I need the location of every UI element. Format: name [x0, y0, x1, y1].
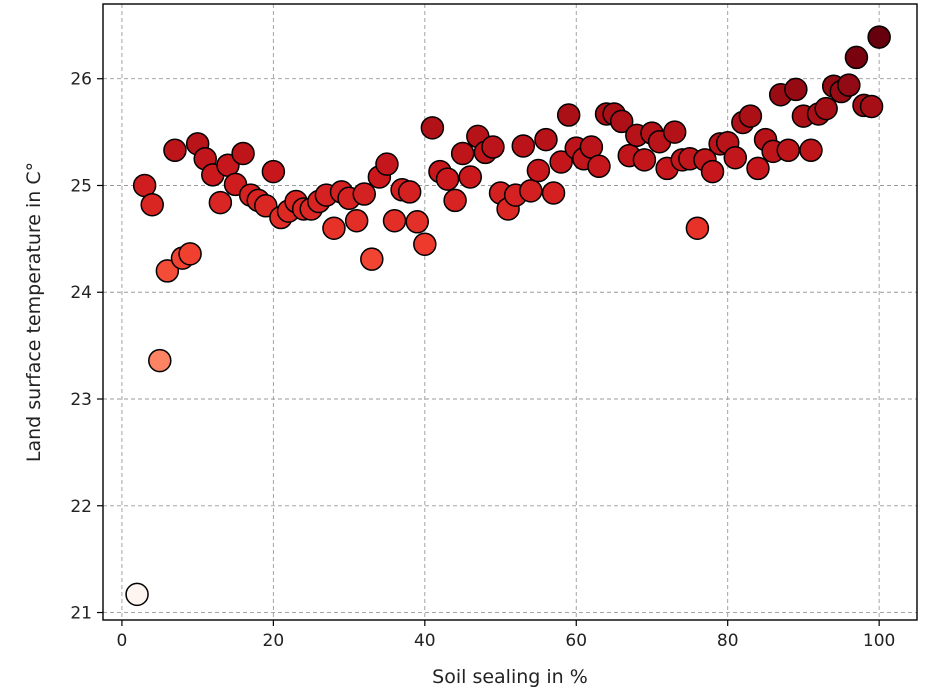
scatter-point	[397, 180, 422, 204]
scatter-point	[231, 141, 255, 166]
scatter-point	[148, 348, 172, 373]
scatter-point	[413, 232, 437, 256]
scatter-point	[511, 134, 536, 158]
scatter-point	[140, 192, 164, 217]
scatter-point	[405, 210, 429, 234]
scatter-point	[746, 156, 770, 181]
y-tick-label: 26	[70, 70, 92, 90]
scatter-point	[723, 145, 748, 170]
scatter-point	[481, 135, 505, 159]
y-tick-label: 21	[70, 604, 92, 624]
scatter-point	[375, 152, 399, 176]
scatter-point	[155, 259, 180, 283]
plot-frame	[102, 3, 918, 621]
scatter-point	[322, 216, 346, 240]
scatter-point	[261, 159, 286, 184]
scatter-point	[784, 77, 808, 102]
scatter-point	[208, 190, 233, 215]
scatter-point	[587, 154, 611, 179]
scatter-point	[685, 216, 710, 240]
scatter-point	[859, 94, 884, 119]
scatter-point	[609, 109, 634, 134]
scatter-point	[556, 103, 581, 127]
scatter-point	[344, 208, 369, 233]
x-tick-label: 60	[565, 631, 587, 651]
x-tick-label: 20	[263, 631, 285, 651]
scatter-point	[867, 25, 891, 49]
ticks-layer: 0 20 40 60 80 100 21 22 23 24 25 26	[70, 70, 895, 651]
scatter-point	[443, 188, 467, 213]
scatter-point	[458, 165, 482, 189]
scatter-point	[178, 242, 202, 266]
scatter-point	[662, 120, 687, 144]
scatter-point	[738, 104, 763, 128]
scatter-point	[837, 73, 861, 97]
scatter-point	[799, 138, 823, 163]
x-tick-label: 40	[414, 631, 436, 651]
y-axis-label: Land surface temperature in C°	[23, 162, 45, 462]
scatter-point	[420, 116, 445, 140]
scatter-point	[776, 138, 801, 163]
points-layer	[125, 25, 891, 607]
scatter-point	[844, 45, 869, 70]
grid-layer	[103, 4, 917, 620]
scatter-point	[814, 96, 838, 121]
scatter-point	[700, 159, 725, 184]
scatter-point	[541, 181, 566, 205]
scatter-point	[450, 141, 475, 166]
y-tick-label: 25	[70, 176, 92, 196]
scatter-point	[352, 182, 376, 206]
x-tick-label: 80	[717, 631, 739, 651]
scatter-point	[360, 247, 384, 271]
x-tick-label: 0	[117, 631, 128, 651]
scatter-point	[526, 158, 551, 183]
scatter-point	[125, 582, 149, 607]
scatter-point	[534, 127, 558, 152]
y-tick-label: 23	[70, 390, 92, 410]
scatter-point	[549, 150, 573, 174]
scatter-point	[382, 208, 407, 233]
x-tick-label: 100	[863, 631, 895, 651]
scatter-point	[519, 179, 543, 203]
scatter-point	[435, 167, 460, 191]
x-axis-label: Soil sealing in %	[432, 666, 588, 688]
y-tick-label: 24	[70, 283, 92, 303]
scatter-point	[632, 148, 657, 172]
scatter-point	[163, 138, 187, 163]
y-tick-label: 22	[70, 497, 92, 517]
